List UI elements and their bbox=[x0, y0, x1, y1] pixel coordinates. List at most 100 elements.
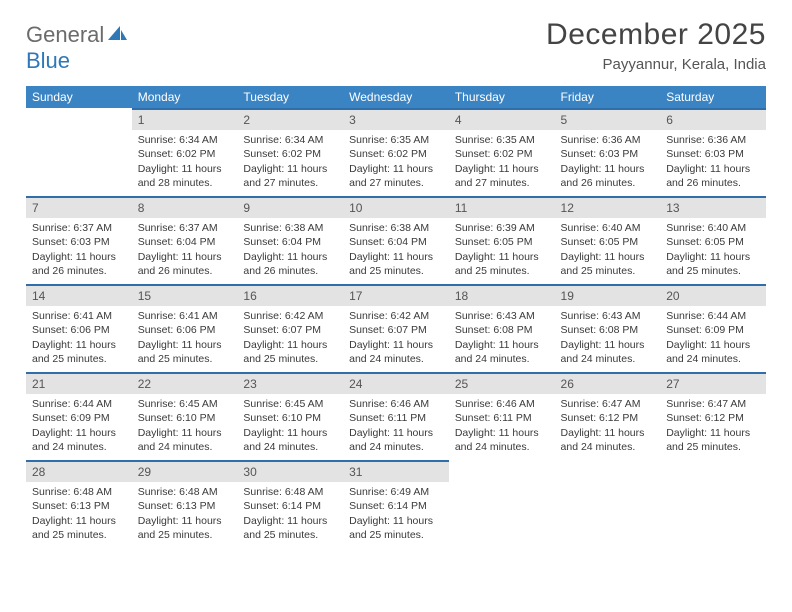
calendar-cell: 22Sunrise: 6:45 AMSunset: 6:10 PMDayligh… bbox=[132, 372, 238, 460]
sunset-text: Sunset: 6:11 PM bbox=[349, 411, 443, 425]
day-number: 27 bbox=[660, 372, 766, 394]
calendar-table: Sunday Monday Tuesday Wednesday Thursday… bbox=[26, 86, 766, 548]
col-wednesday: Wednesday bbox=[343, 86, 449, 108]
calendar-row: 14Sunrise: 6:41 AMSunset: 6:06 PMDayligh… bbox=[26, 284, 766, 372]
day-details: Sunrise: 6:39 AMSunset: 6:05 PMDaylight:… bbox=[449, 218, 555, 284]
day-details: Sunrise: 6:40 AMSunset: 6:05 PMDaylight:… bbox=[660, 218, 766, 284]
daylight-text: Daylight: 11 hours and 28 minutes. bbox=[138, 162, 232, 190]
sunrise-text: Sunrise: 6:35 AM bbox=[349, 133, 443, 147]
daylight-text: Daylight: 11 hours and 27 minutes. bbox=[455, 162, 549, 190]
calendar-cell: 12Sunrise: 6:40 AMSunset: 6:05 PMDayligh… bbox=[555, 196, 661, 284]
daylight-text: Daylight: 11 hours and 27 minutes. bbox=[349, 162, 443, 190]
calendar-cell: 5Sunrise: 6:36 AMSunset: 6:03 PMDaylight… bbox=[555, 108, 661, 196]
calendar-cell: 1Sunrise: 6:34 AMSunset: 6:02 PMDaylight… bbox=[132, 108, 238, 196]
month-title: December 2025 bbox=[546, 18, 766, 52]
sunrise-text: Sunrise: 6:45 AM bbox=[138, 397, 232, 411]
sunrise-text: Sunrise: 6:42 AM bbox=[349, 309, 443, 323]
sunset-text: Sunset: 6:02 PM bbox=[138, 147, 232, 161]
daylight-text: Daylight: 11 hours and 25 minutes. bbox=[32, 338, 126, 366]
daylight-text: Daylight: 11 hours and 26 minutes. bbox=[561, 162, 655, 190]
calendar-cell: 9Sunrise: 6:38 AMSunset: 6:04 PMDaylight… bbox=[237, 196, 343, 284]
sunset-text: Sunset: 6:05 PM bbox=[561, 235, 655, 249]
sunset-text: Sunset: 6:10 PM bbox=[243, 411, 337, 425]
calendar-cell bbox=[26, 108, 132, 196]
sunrise-text: Sunrise: 6:48 AM bbox=[32, 485, 126, 499]
calendar-cell: 26Sunrise: 6:47 AMSunset: 6:12 PMDayligh… bbox=[555, 372, 661, 460]
sunset-text: Sunset: 6:07 PM bbox=[349, 323, 443, 337]
day-number: 17 bbox=[343, 284, 449, 306]
sunrise-text: Sunrise: 6:45 AM bbox=[243, 397, 337, 411]
calendar-row: 28Sunrise: 6:48 AMSunset: 6:13 PMDayligh… bbox=[26, 460, 766, 548]
day-details: Sunrise: 6:38 AMSunset: 6:04 PMDaylight:… bbox=[343, 218, 449, 284]
sunrise-text: Sunrise: 6:37 AM bbox=[32, 221, 126, 235]
calendar-cell: 31Sunrise: 6:49 AMSunset: 6:14 PMDayligh… bbox=[343, 460, 449, 548]
calendar-cell: 27Sunrise: 6:47 AMSunset: 6:12 PMDayligh… bbox=[660, 372, 766, 460]
day-number: 16 bbox=[237, 284, 343, 306]
sunset-text: Sunset: 6:09 PM bbox=[32, 411, 126, 425]
sunset-text: Sunset: 6:13 PM bbox=[138, 499, 232, 513]
day-details: Sunrise: 6:47 AMSunset: 6:12 PMDaylight:… bbox=[555, 394, 661, 460]
logo-sail-icon bbox=[106, 22, 128, 48]
calendar-body: 1Sunrise: 6:34 AMSunset: 6:02 PMDaylight… bbox=[26, 108, 766, 548]
daylight-text: Daylight: 11 hours and 26 minutes. bbox=[32, 250, 126, 278]
calendar-cell: 17 Sunrise: 6:42 AMSunset: 6:07 PMDayligh… bbox=[343, 284, 449, 372]
daylight-text: Daylight: 11 hours and 25 minutes. bbox=[666, 426, 760, 454]
calendar-cell: 4Sunrise: 6:35 AMSunset: 6:02 PMDaylight… bbox=[449, 108, 555, 196]
daylight-text: Daylight: 11 hours and 25 minutes. bbox=[32, 514, 126, 542]
col-saturday: Saturday bbox=[660, 86, 766, 108]
day-number: 6 bbox=[660, 108, 766, 130]
daylight-text: Daylight: 11 hours and 25 minutes. bbox=[455, 250, 549, 278]
sunset-text: Sunset: 6:06 PM bbox=[138, 323, 232, 337]
day-details: Sunrise: 6:48 AMSunset: 6:13 PMDaylight:… bbox=[26, 482, 132, 548]
calendar-cell: 8Sunrise: 6:37 AMSunset: 6:04 PMDaylight… bbox=[132, 196, 238, 284]
sunset-text: Sunset: 6:12 PM bbox=[561, 411, 655, 425]
daylight-text: Daylight: 11 hours and 25 minutes. bbox=[666, 250, 760, 278]
daylight-text: Daylight: 11 hours and 24 minutes. bbox=[349, 338, 443, 366]
day-details: Sunrise: 6:44 AMSunset: 6:09 PMDaylight:… bbox=[26, 394, 132, 460]
day-number: 29 bbox=[132, 460, 238, 482]
sunrise-text: Sunrise: 6:43 AM bbox=[455, 309, 549, 323]
sunset-text: Sunset: 6:02 PM bbox=[455, 147, 549, 161]
title-block: December 2025 Payyannur, Kerala, India bbox=[546, 18, 766, 73]
day-details: Sunrise: 6:42 AMSunset: 6:07 PMDaylight:… bbox=[237, 306, 343, 372]
day-details: Sunrise: 6:37 AMSunset: 6:03 PMDaylight:… bbox=[26, 218, 132, 284]
daylight-text: Daylight: 11 hours and 27 minutes. bbox=[243, 162, 337, 190]
daylight-text: Daylight: 11 hours and 24 minutes. bbox=[455, 338, 549, 366]
daylight-text: Daylight: 11 hours and 25 minutes. bbox=[561, 250, 655, 278]
sunrise-text: Sunrise: 6:48 AM bbox=[243, 485, 337, 499]
logo-part1: General bbox=[26, 22, 104, 47]
daylight-text: Daylight: 11 hours and 25 minutes. bbox=[243, 338, 337, 366]
sunset-text: Sunset: 6:04 PM bbox=[138, 235, 232, 249]
sunset-text: Sunset: 6:12 PM bbox=[666, 411, 760, 425]
calendar-cell: 3Sunrise: 6:35 AMSunset: 6:02 PMDaylight… bbox=[343, 108, 449, 196]
daylight-text: Daylight: 11 hours and 25 minutes. bbox=[138, 514, 232, 542]
calendar-cell: 20Sunrise: 6:44 AMSunset: 6:09 PMDayligh… bbox=[660, 284, 766, 372]
calendar-cell: 29Sunrise: 6:48 AMSunset: 6:13 PMDayligh… bbox=[132, 460, 238, 548]
sunset-text: Sunset: 6:02 PM bbox=[243, 147, 337, 161]
sunset-text: Sunset: 6:10 PM bbox=[138, 411, 232, 425]
day-details: Sunrise: 6:45 AMSunset: 6:10 PMDaylight:… bbox=[237, 394, 343, 460]
calendar-cell: 19Sunrise: 6:43 AMSunset: 6:08 PMDayligh… bbox=[555, 284, 661, 372]
day-details: Sunrise: 6:49 AMSunset: 6:14 PMDaylight:… bbox=[343, 482, 449, 548]
daylight-text: Daylight: 11 hours and 25 minutes. bbox=[138, 338, 232, 366]
calendar-cell: 16Sunrise: 6:42 AMSunset: 6:07 PMDayligh… bbox=[237, 284, 343, 372]
sunrise-text: Sunrise: 6:34 AM bbox=[243, 133, 337, 147]
daylight-text: Daylight: 11 hours and 25 minutes. bbox=[349, 250, 443, 278]
day-number: 28 bbox=[26, 460, 132, 482]
day-number: 30 bbox=[237, 460, 343, 482]
sunrise-text: Sunrise: 6:38 AM bbox=[243, 221, 337, 235]
day-number: 9 bbox=[237, 196, 343, 218]
day-details: Sunrise: 6:47 AMSunset: 6:12 PMDaylight:… bbox=[660, 394, 766, 460]
calendar-cell: 24Sunrise: 6:46 AMSunset: 6:11 PMDayligh… bbox=[343, 372, 449, 460]
sunrise-text: Sunrise: 6:39 AM bbox=[455, 221, 549, 235]
sunrise-text: Sunrise: 6:43 AM bbox=[561, 309, 655, 323]
sunset-text: Sunset: 6:04 PM bbox=[349, 235, 443, 249]
sunrise-text: Sunrise: 6:46 AM bbox=[455, 397, 549, 411]
sunset-text: Sunset: 6:14 PM bbox=[243, 499, 337, 513]
day-details: Sunrise: 6:38 AMSunset: 6:04 PMDaylight:… bbox=[237, 218, 343, 284]
calendar-cell: 2Sunrise: 6:34 AMSunset: 6:02 PMDaylight… bbox=[237, 108, 343, 196]
sunrise-text: Sunrise: 6:37 AM bbox=[138, 221, 232, 235]
day-details: Sunrise: 6:43 AMSunset: 6:08 PMDaylight:… bbox=[555, 306, 661, 372]
calendar-cell: 15Sunrise: 6:41 AMSunset: 6:06 PMDayligh… bbox=[132, 284, 238, 372]
day-details: Sunrise: 6:41 AMSunset: 6:06 PMDaylight:… bbox=[26, 306, 132, 372]
